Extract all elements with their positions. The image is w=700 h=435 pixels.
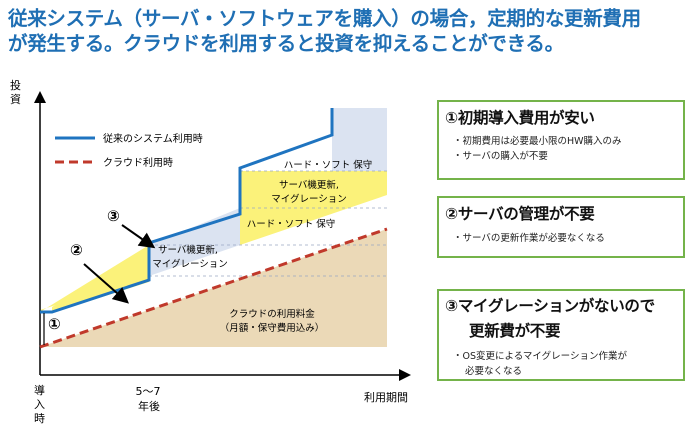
headline-line-1: 従来システム（サーバ・ソフトウェアを購入）の場合，定期的な更新費用: [8, 7, 641, 30]
point-3-title-line-2: 更新費が不要: [469, 322, 561, 340]
marker-2-arrow: [83, 263, 130, 304]
point-3-bullet-line-1: ・OS変更によるマイグレーション作業が: [453, 351, 627, 362]
marker-3: ③: [107, 207, 120, 225]
maintenance-band-1: [40, 245, 149, 312]
cloud-line: [39, 227, 388, 349]
cloud-fee-label-2: （月額・保守費用込み）: [220, 322, 325, 334]
point-box-3: ③マイグレーションがないので 更新費が不要 ・OS変更によるマイグレーション作業…: [437, 289, 685, 381]
point-box-1: ①初期導入費用が安い ・初期費用は必要最小限のHW購入のみ ・サーバの購入が不要: [437, 100, 685, 180]
traditional-system-line: [40, 108, 334, 314]
point-1-bullet-2: ・サーバの購入が不要: [453, 151, 548, 162]
maintenance-band-1b: [52, 252, 149, 313]
point-2-title: ②サーバの管理が不要: [445, 205, 595, 223]
x-axis-label: 利用期間: [364, 391, 408, 404]
cloud-fee-label-1: クラウドの利用料金: [229, 308, 315, 320]
point-2-bullet-1: ・サーバの更新作業が必要なくなる: [453, 233, 605, 244]
headline-line-2: が発生する。クラウドを利用すると投資を抑えることができる。: [8, 32, 564, 55]
x-start-label-1: 導: [34, 383, 45, 397]
point-1-bullet-1: ・初期費用は必要最小限のHW購入のみ: [453, 136, 622, 147]
renewal-label-1b: マイグレーション: [152, 258, 228, 270]
legend-cloud-label: クラウド利用時: [103, 157, 173, 169]
y-axis-label-2: 資: [10, 93, 21, 106]
x-start-label-3: 時: [34, 412, 45, 425]
renewal-label-1a: サーバ機更新,: [158, 244, 218, 256]
renewal-band-1: [149, 208, 240, 276]
point-3-bullet-line-2: 必要なくなる: [465, 366, 523, 377]
x-mid-label-1: 5〜7: [136, 385, 161, 398]
x-start-label-2: 入: [34, 398, 45, 411]
point-1-title: ①初期導入費用が安い: [445, 109, 595, 127]
point-box-2: ②サーバの管理が不要 ・サーバの更新作業が必要なくなる: [437, 196, 685, 258]
cost-comparison-diagram: 従来のシステム利用時 クラウド利用時 クラウドの利用料金 （月額・保守費用込み）…: [10, 78, 411, 425]
maintenance-label-2: ハード・ソフト 保守: [284, 159, 373, 171]
point-3-title-line-1: ③マイグレーションがないので: [445, 297, 655, 315]
maintenance-label-1: ハード・ソフト 保守: [247, 218, 336, 230]
marker-2: ②: [70, 241, 83, 259]
renewal-label-2a: サーバ機更新,: [279, 179, 339, 191]
x-mid-label-2: 年後: [138, 399, 160, 413]
marker-3-arrow: [121, 224, 156, 249]
headline: 従来システム（サーバ・ソフトウェアを購入）の場合，定期的な更新費用 が発生する。…: [8, 6, 698, 56]
marker-1: ①: [48, 315, 61, 333]
y-axis-label-1: 投: [10, 78, 21, 92]
legend-traditional-label: 従来のシステム利用時: [103, 132, 203, 145]
renewal-label-2b: マイグレーション: [271, 193, 347, 205]
upper-band: [332, 108, 387, 128]
